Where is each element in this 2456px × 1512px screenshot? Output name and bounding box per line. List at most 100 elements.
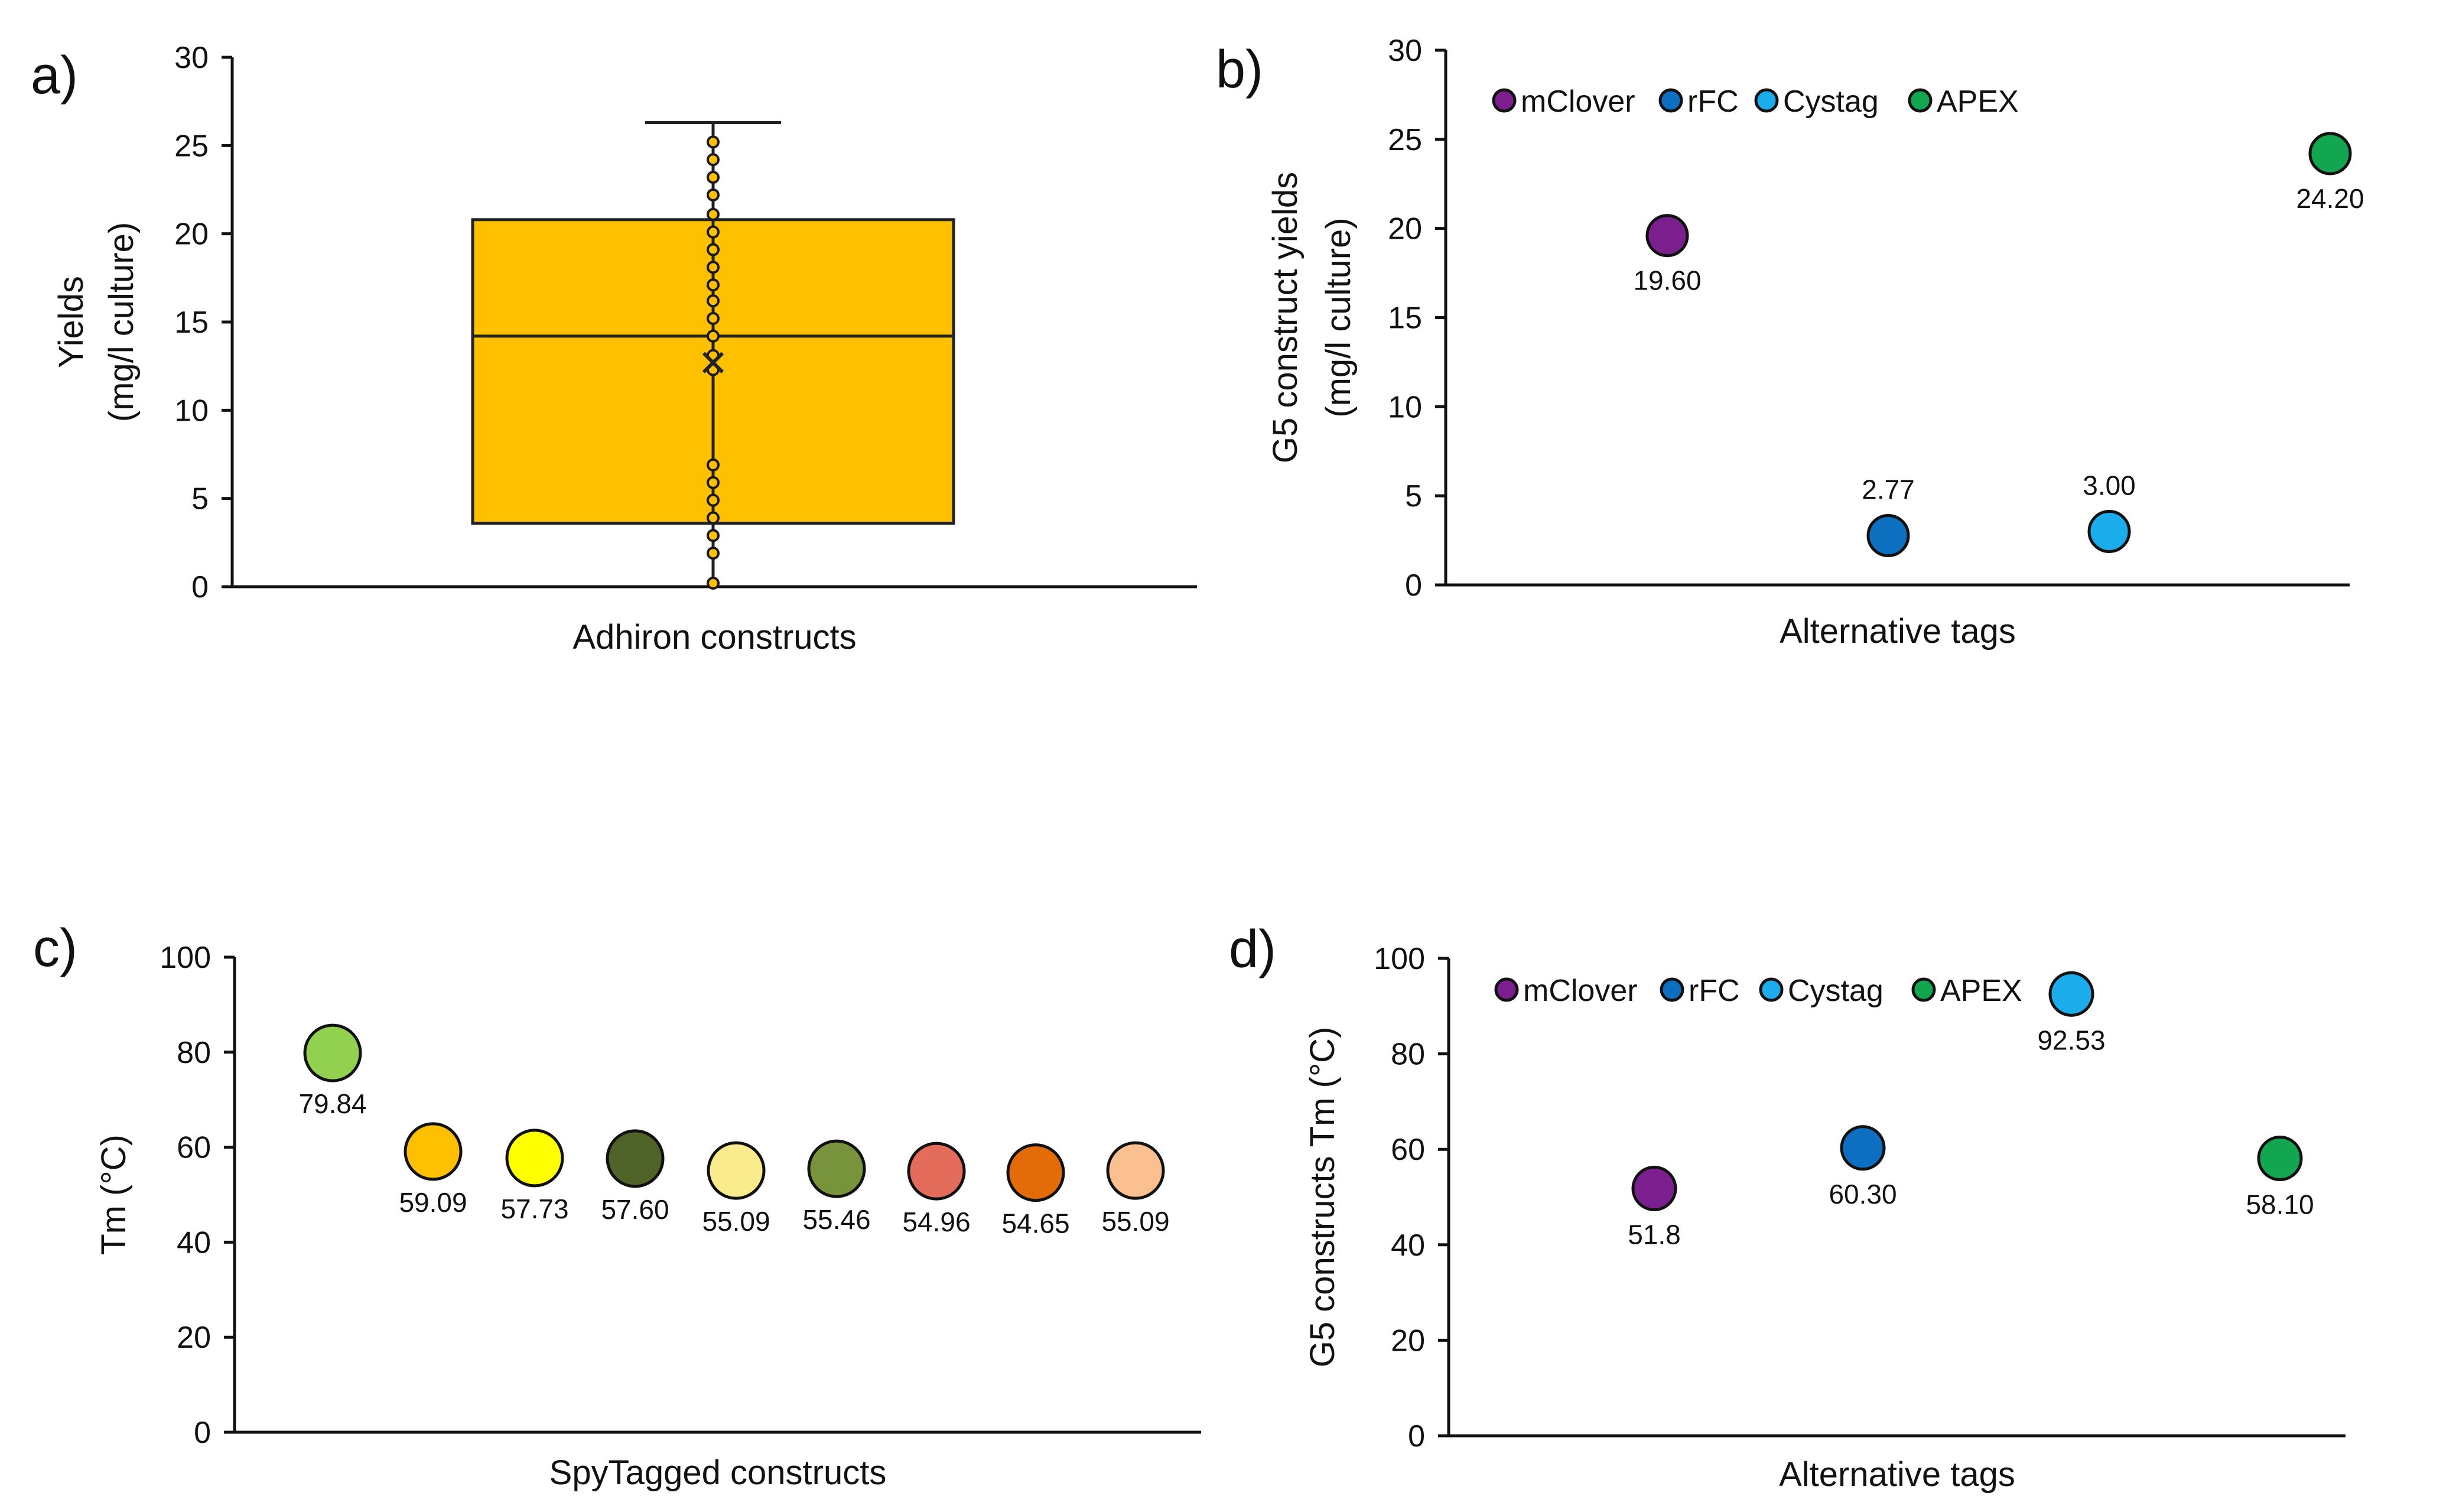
data-point: [707, 135, 720, 149]
legend-label-apex: APEX: [1937, 84, 2019, 119]
data-point: [707, 511, 720, 525]
panel-a-y-axis-title: (mg/l culture): [102, 222, 141, 422]
panel-a-y-tick-label: 0: [191, 570, 209, 604]
point-label-mclover: 51.8: [1628, 1219, 1681, 1250]
panel-c-y-tick-label: 40: [177, 1225, 211, 1260]
data-point: [1106, 1141, 1165, 1200]
panel-a-y-tick-label: 5: [191, 482, 209, 516]
legend-marker-rfc: [1658, 88, 1683, 113]
panel-d-tm-scatter: 0 20 40 60 80 100 d) Alternative tags G5 constru…: [1229, 920, 2346, 1494]
panel-b-y-tick-label: 25: [1388, 123, 1422, 157]
panel-b-letter: b): [1216, 40, 1263, 99]
panel-b-y-tick-label: 0: [1405, 568, 1422, 603]
panel-c-y-tick-label: 60: [177, 1131, 211, 1165]
legend-marker-mclover: [1494, 977, 1519, 1002]
panel-b-y-tick-label: 10: [1388, 390, 1422, 424]
panel-a-y-axis-title: Yields: [52, 276, 90, 368]
point-label-apex: 24.20: [2296, 183, 2364, 214]
panel-c-y-tick-label: 100: [160, 941, 211, 975]
point-label-mclover: 19.60: [1633, 265, 1701, 296]
panel-b-yields-scatter: 0 5 10 15 20 25 30 b) Alternative tags G5 constru…: [1216, 34, 2364, 651]
point-cystag: [2087, 510, 2131, 553]
point-label-rfc: 60.30: [1829, 1179, 1897, 1209]
panel-a-x-axis-title: Adhiron constructs: [572, 618, 856, 656]
data-point-label: 54.96: [902, 1207, 970, 1237]
legend-marker-apex: [1911, 977, 1936, 1002]
legend-label-mclover: mClover: [1521, 84, 1635, 119]
legend-label-apex: APEX: [1940, 974, 2022, 1008]
data-point: [707, 261, 720, 274]
panel-c-y-tick-label: 20: [177, 1321, 211, 1355]
legend-label-mclover: mClover: [1523, 974, 1638, 1008]
legend-label-rfc: rFC: [1687, 84, 1739, 119]
legend-label-cystag: Cystag: [1788, 974, 1884, 1008]
panel-b-y-axis-title: (mg/l culture): [1319, 217, 1358, 417]
data-point: [707, 476, 720, 489]
data-point: [707, 294, 720, 308]
data-point: [707, 278, 720, 292]
legend-marker-apex: [1908, 88, 1933, 113]
data-point: [707, 529, 720, 542]
panel-a-box-plot: 0 5 10 15 20 25 30 a) Adhiron constructs Yields (m…: [31, 41, 1197, 656]
panel-d-y-tick-label: 40: [1391, 1228, 1425, 1263]
data-point: [505, 1129, 564, 1188]
point-apex: [2308, 132, 2352, 175]
data-point-label: 57.60: [601, 1194, 669, 1225]
panel-b-y-tick-label: 5: [1405, 479, 1422, 513]
data-point: [707, 153, 720, 167]
data-point: [707, 312, 720, 326]
panel-c-y-axis-title: Tm (°C): [95, 1134, 133, 1255]
panel-d-axes: [1447, 958, 2346, 1438]
panel-b-y-axis-title: G5 construct yields: [1266, 172, 1305, 463]
panel-a-y-tick-label: 10: [174, 394, 209, 428]
data-point: [707, 243, 720, 256]
panel-a-y-tick-label: 30: [174, 41, 209, 75]
panel-a-y-tick-label: 20: [174, 217, 209, 252]
legend-marker-cystag: [1754, 88, 1779, 113]
point-rfc: [1840, 1125, 1886, 1171]
panel-a-letter: a): [31, 46, 78, 105]
point-apex: [2257, 1136, 2303, 1182]
legend-label-rfc: rFC: [1689, 974, 1740, 1008]
panel-d-y-tick-label: 60: [1391, 1133, 1425, 1167]
data-point: [606, 1129, 665, 1188]
data-point: [707, 458, 720, 472]
panel-c-y-tick-label: 80: [177, 1036, 211, 1070]
data-point: [707, 547, 720, 560]
point-mclover: [1645, 214, 1689, 258]
box-mean-marker: [702, 352, 724, 373]
panel-d-y-tick-label: 100: [1374, 942, 1425, 976]
data-point-label: 55.09: [702, 1206, 770, 1237]
data-point: [707, 329, 720, 343]
data-point: [707, 207, 720, 221]
point-rfc: [1866, 513, 1910, 557]
legend-marker-rfc: [1660, 977, 1684, 1002]
panel-c-x-axis-title: SpyTagged constructs: [549, 1454, 887, 1492]
data-point-label: 55.46: [802, 1204, 870, 1235]
panel-b-y-tick-label: 20: [1388, 212, 1422, 246]
panel-d-x-axis-title: Alternative tags: [1779, 1455, 2015, 1494]
data-point-label: 59.09: [399, 1187, 467, 1218]
data-point: [807, 1139, 866, 1198]
panel-d-letter: d): [1229, 920, 1276, 979]
point-mclover: [1631, 1165, 1677, 1211]
data-point: [707, 188, 720, 201]
data-point: [707, 1141, 766, 1200]
panel-d-y-tick-label: 80: [1391, 1038, 1425, 1072]
panel-a-y-tick-label: 25: [174, 129, 209, 163]
data-point: [707, 225, 720, 239]
data-point: [907, 1142, 966, 1201]
panel-a-y-tick-label: 15: [174, 305, 209, 340]
panel-c-letter: c): [33, 919, 77, 978]
data-point-label: 55.09: [1101, 1206, 1169, 1237]
panel-b-y-tick-label: 30: [1388, 34, 1422, 68]
data-point: [707, 171, 720, 184]
point-label-cystag: 3.00: [2083, 470, 2136, 501]
point-label-apex: 58.10: [2246, 1189, 2314, 1220]
data-point: [1006, 1143, 1065, 1202]
panel-b-x-axis-title: Alternative tags: [1780, 612, 2016, 651]
data-point: [707, 493, 720, 507]
panel-d-y-tick-label: 0: [1408, 1419, 1425, 1454]
data-point: [404, 1122, 463, 1181]
